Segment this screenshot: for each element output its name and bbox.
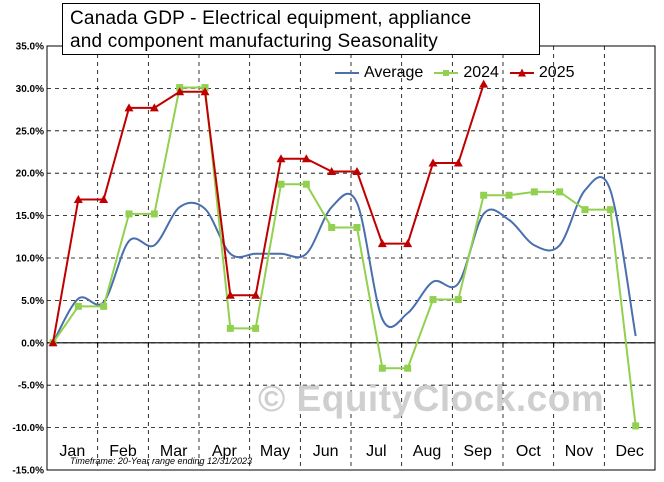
point-2024 — [454, 296, 462, 304]
point-2025 — [276, 154, 286, 163]
x-tick-label: May — [260, 443, 290, 460]
y-tick-label: 30.0% — [16, 84, 44, 95]
point-2024 — [378, 364, 386, 372]
legend-item-2025: 2025 — [509, 64, 575, 82]
point-2025 — [453, 158, 463, 167]
x-tick-label: Jan — [59, 443, 85, 460]
point-2024 — [606, 206, 614, 214]
series-line-2025 — [52, 83, 485, 343]
point-2024 — [302, 180, 310, 188]
x-tick-label: Apr — [212, 443, 238, 460]
watermark: © EquityClock.com — [258, 378, 605, 419]
legend-item-average: Average — [334, 64, 423, 82]
y-tick-label: 10.0% — [16, 254, 44, 265]
point-2025 — [48, 338, 58, 347]
y-tick-label: 0.0% — [21, 338, 44, 349]
point-2024 — [150, 210, 158, 218]
x-tick-label: Jul — [366, 443, 386, 460]
point-2025 — [251, 290, 261, 299]
chart-title-box: Canada GDP - Electrical equipment, appli… — [62, 3, 540, 55]
legend-swatch-2025 — [509, 68, 534, 77]
point-2024 — [480, 191, 488, 199]
chart-title-line-1: Canada GDP - Electrical equipment, appli… — [70, 8, 472, 29]
series-line-2024 — [52, 86, 637, 427]
y-tick-label: -5.0% — [18, 381, 44, 392]
point-2024 — [632, 422, 640, 430]
series-2024 — [49, 84, 640, 430]
chart-legend: Average 2024 2025 — [334, 62, 575, 84]
series-line-average — [52, 176, 637, 344]
y-tick-label: 25.0% — [16, 126, 44, 137]
point-2025 — [99, 194, 109, 203]
point-2024 — [429, 296, 437, 304]
y-tick-label: 5.0% — [21, 296, 44, 307]
legend-label-2025: 2025 — [538, 64, 575, 81]
point-2024 — [404, 364, 412, 372]
legend-label-2024: 2024 — [463, 64, 499, 81]
axis-layer — [46, 342, 656, 348]
x-tick-label: Nov — [565, 443, 593, 460]
chart-footnote: Timeframe: 20-Year range ending 12/31/20… — [70, 456, 253, 466]
series-average — [52, 176, 637, 344]
point-2024 — [530, 188, 538, 196]
point-2025 — [428, 158, 438, 167]
point-2024 — [353, 223, 361, 231]
series-layer — [48, 79, 640, 430]
point-2024 — [556, 188, 564, 196]
point-2025 — [479, 79, 489, 88]
point-2025 — [225, 290, 235, 299]
legend-swatch-average — [335, 72, 359, 74]
point-2024 — [277, 180, 285, 188]
series-2025 — [48, 79, 489, 347]
point-2024 — [74, 302, 82, 310]
y-tick-label: 15.0% — [16, 211, 44, 222]
x-tick-label: Dec — [615, 443, 643, 460]
x-tick-label: Oct — [516, 443, 541, 460]
legend-item-2024: 2024 — [433, 64, 499, 82]
x-tick-label: Sep — [463, 443, 492, 460]
label-layer: 35.0% 30.0% 25.0% 20.0% 15.0% 10.0% 5.0% 0.0% -5… — [12, 42, 644, 477]
point-2024 — [505, 191, 513, 199]
point-2024 — [125, 210, 133, 218]
point-2025 — [301, 154, 311, 163]
y-tick-label: -15.0% — [12, 466, 44, 477]
x-tick-label: Jun — [313, 443, 339, 460]
point-2025 — [73, 194, 83, 203]
chart-title-line-2: and component manufacturing Seasonality — [70, 31, 438, 52]
point-2024 — [100, 302, 108, 310]
x-tick-label: Feb — [109, 443, 137, 460]
point-2025 — [149, 103, 159, 112]
point-2024 — [581, 206, 589, 214]
grid-layer — [46, 45, 656, 471]
y-tick-label: 20.0% — [16, 169, 44, 180]
legend-swatch-2024 — [434, 70, 459, 76]
point-2025 — [124, 103, 134, 112]
point-2024 — [226, 324, 234, 332]
y-tick-label: 35.0% — [16, 42, 44, 53]
point-2025 — [377, 239, 387, 248]
point-2024 — [252, 324, 260, 332]
legend-label-average: Average — [364, 64, 424, 81]
x-tick-label: Mar — [160, 443, 188, 460]
point-2025 — [175, 87, 185, 96]
point-2025 — [200, 87, 210, 96]
x-tick-label: Aug — [413, 443, 441, 460]
y-tick-label: -10.0% — [12, 423, 44, 434]
point-2025 — [352, 167, 362, 176]
point-2025 — [327, 167, 337, 176]
point-2024 — [328, 223, 336, 231]
point-2025 — [403, 239, 413, 248]
